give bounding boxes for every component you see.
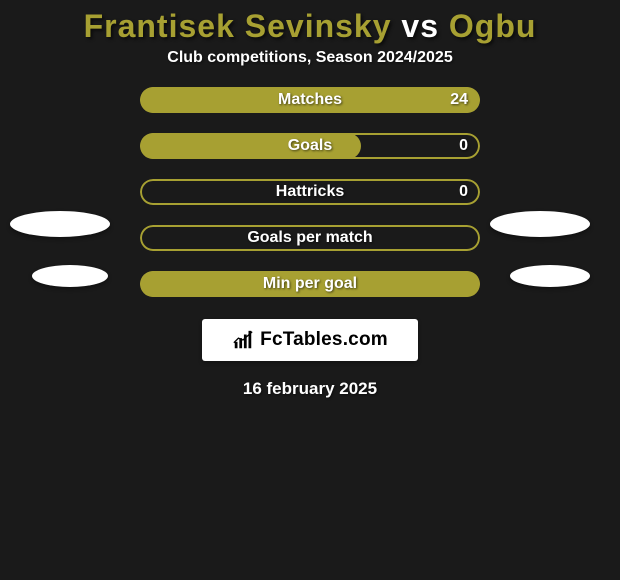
logo-badge: FcTables.com xyxy=(202,319,418,361)
right-ellipse-2 xyxy=(510,265,590,287)
logo-text: FcTables.com xyxy=(260,329,388,351)
stat-value: 0 xyxy=(459,137,468,155)
page-title: Frantisek Sevinsky vs Ogbu xyxy=(0,0,620,49)
chart-icon xyxy=(232,329,254,351)
stat-label: Matches xyxy=(278,91,342,109)
date-text: 16 february 2025 xyxy=(0,379,620,399)
stat-bar: Goals per match xyxy=(140,225,480,251)
stat-label: Min per goal xyxy=(263,275,357,293)
stat-label: Hattricks xyxy=(276,183,344,201)
content-area: Matches 24 Goals 0 Hattricks 0 Goals per match… xyxy=(0,87,620,399)
player2-name: Ogbu xyxy=(449,8,537,44)
stat-label: Goals xyxy=(288,137,332,155)
stat-label: Goals per match xyxy=(247,229,372,247)
player1-name: Frantisek Sevinsky xyxy=(84,8,392,44)
stat-bar: Hattricks 0 xyxy=(140,179,480,205)
left-ellipse-1 xyxy=(10,211,110,237)
right-ellipse-1 xyxy=(490,211,590,237)
stat-value: 24 xyxy=(450,91,468,109)
stat-value: 0 xyxy=(459,183,468,201)
stat-bars: Matches 24 Goals 0 Hattricks 0 Goals per match… xyxy=(140,87,480,297)
stat-bar: Goals 0 xyxy=(140,133,480,159)
left-ellipse-2 xyxy=(32,265,108,287)
subtitle: Club competitions, Season 2024/2025 xyxy=(0,49,620,87)
stat-bar: Min per goal xyxy=(140,271,480,297)
stat-bar: Matches 24 xyxy=(140,87,480,113)
vs-text: vs xyxy=(401,8,439,44)
